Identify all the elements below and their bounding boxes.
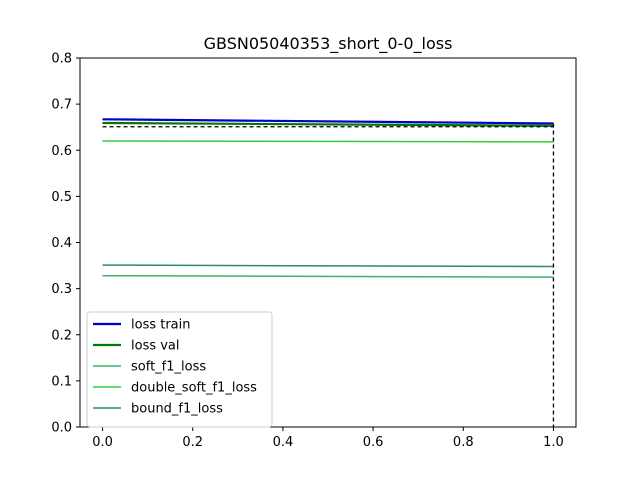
y-tick-label: 0.2 (51, 328, 72, 343)
x-tick-label: 1.0 (543, 435, 564, 450)
axes-layer: 0.0 0.2 0.4 0.6 0.8 1.0 0.0 0.1 0.2 0.3 0.4 0.5 0.6 0… (51, 52, 577, 450)
x-tick-label: 0.0 (92, 435, 113, 450)
legend-label-4: double_soft_f1_loss (131, 381, 257, 396)
y-tick-label: 0.1 (51, 374, 72, 389)
lines-layer (102, 118, 555, 427)
legend-label-2: loss val (131, 339, 180, 354)
series-line-1 (102, 118, 554, 125)
legend-label-5: bound_f1_loss (131, 402, 223, 417)
x-tick-label: 0.2 (182, 435, 203, 450)
legend-label-1: loss train (131, 318, 191, 333)
x-tick-label: 0.6 (363, 435, 384, 450)
legend-label-3: soft_f1_loss (131, 360, 206, 375)
chart-title: GBSN05040353_short_0-0_loss (204, 34, 453, 54)
series-line-3 (102, 274, 554, 278)
y-tick-label: 0.5 (51, 190, 72, 205)
legend: loss train loss val soft_f1_loss double_sof… (86, 311, 273, 428)
x-tick-label: 0.8 (453, 435, 474, 450)
legend-box (86, 311, 273, 428)
y-tick-label: 0.3 (51, 282, 72, 297)
y-tick-label: 0.0 (51, 421, 72, 436)
x-tick-label: 0.4 (273, 435, 294, 450)
y-tick-label: 0.8 (51, 52, 72, 67)
series-line-2 (102, 121, 554, 127)
y-tick-label: 0.7 (51, 98, 72, 113)
y-tick-label: 0.4 (51, 236, 72, 251)
series-line-5 (102, 264, 554, 268)
series-line-4 (102, 140, 554, 143)
y-tick-label: 0.6 (51, 144, 72, 159)
